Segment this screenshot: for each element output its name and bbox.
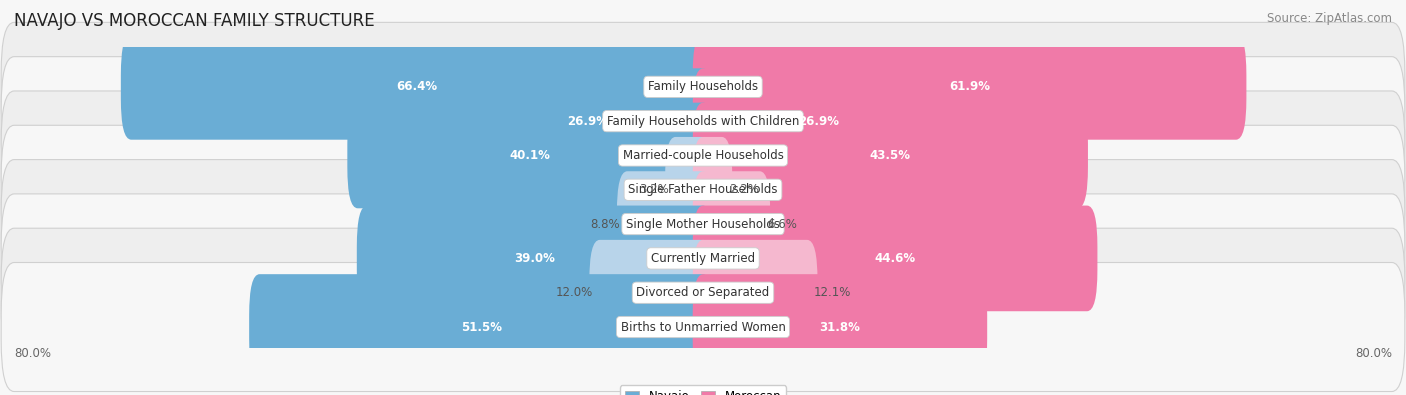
Legend: Navajo, Moroccan: Navajo, Moroccan bbox=[620, 385, 786, 395]
Text: 40.1%: 40.1% bbox=[510, 149, 551, 162]
Text: 3.2%: 3.2% bbox=[638, 183, 669, 196]
Text: 44.6%: 44.6% bbox=[875, 252, 915, 265]
FancyBboxPatch shape bbox=[617, 171, 713, 277]
FancyBboxPatch shape bbox=[1, 56, 1405, 186]
Text: Divorced or Separated: Divorced or Separated bbox=[637, 286, 769, 299]
FancyBboxPatch shape bbox=[347, 103, 713, 208]
FancyBboxPatch shape bbox=[1, 125, 1405, 254]
Text: Currently Married: Currently Married bbox=[651, 252, 755, 265]
Text: 26.9%: 26.9% bbox=[799, 115, 839, 128]
Text: 51.5%: 51.5% bbox=[461, 320, 502, 333]
FancyBboxPatch shape bbox=[693, 103, 1088, 208]
FancyBboxPatch shape bbox=[461, 68, 713, 174]
FancyBboxPatch shape bbox=[1, 160, 1405, 289]
Text: 61.9%: 61.9% bbox=[949, 80, 990, 93]
FancyBboxPatch shape bbox=[693, 137, 733, 243]
Text: Family Households with Children: Family Households with Children bbox=[607, 115, 799, 128]
FancyBboxPatch shape bbox=[693, 240, 817, 346]
Text: Married-couple Households: Married-couple Households bbox=[623, 149, 783, 162]
FancyBboxPatch shape bbox=[1, 91, 1405, 220]
Text: 26.9%: 26.9% bbox=[567, 115, 607, 128]
FancyBboxPatch shape bbox=[693, 171, 770, 277]
Text: 8.8%: 8.8% bbox=[591, 218, 620, 231]
Text: Single Mother Households: Single Mother Households bbox=[626, 218, 780, 231]
Text: 6.6%: 6.6% bbox=[766, 218, 797, 231]
Text: 12.1%: 12.1% bbox=[814, 286, 852, 299]
FancyBboxPatch shape bbox=[357, 205, 713, 311]
Text: Single Father Households: Single Father Households bbox=[628, 183, 778, 196]
Text: Births to Unmarried Women: Births to Unmarried Women bbox=[620, 320, 786, 333]
FancyBboxPatch shape bbox=[1, 23, 1405, 151]
Text: Source: ZipAtlas.com: Source: ZipAtlas.com bbox=[1267, 12, 1392, 25]
FancyBboxPatch shape bbox=[693, 274, 987, 380]
Text: 31.8%: 31.8% bbox=[820, 320, 860, 333]
Text: 80.0%: 80.0% bbox=[14, 347, 51, 360]
FancyBboxPatch shape bbox=[589, 240, 713, 346]
FancyBboxPatch shape bbox=[1, 263, 1405, 391]
Text: 39.0%: 39.0% bbox=[515, 252, 555, 265]
Text: NAVAJO VS MOROCCAN FAMILY STRUCTURE: NAVAJO VS MOROCCAN FAMILY STRUCTURE bbox=[14, 12, 374, 30]
FancyBboxPatch shape bbox=[121, 34, 713, 140]
Text: 2.2%: 2.2% bbox=[728, 183, 759, 196]
FancyBboxPatch shape bbox=[1, 228, 1405, 357]
Text: 12.0%: 12.0% bbox=[555, 286, 593, 299]
FancyBboxPatch shape bbox=[665, 137, 713, 243]
Text: 66.4%: 66.4% bbox=[396, 80, 437, 93]
FancyBboxPatch shape bbox=[693, 34, 1246, 140]
FancyBboxPatch shape bbox=[693, 68, 945, 174]
Text: 80.0%: 80.0% bbox=[1355, 347, 1392, 360]
Text: Family Households: Family Households bbox=[648, 80, 758, 93]
FancyBboxPatch shape bbox=[693, 205, 1098, 311]
Text: 43.5%: 43.5% bbox=[870, 149, 911, 162]
FancyBboxPatch shape bbox=[249, 274, 713, 380]
FancyBboxPatch shape bbox=[1, 194, 1405, 323]
